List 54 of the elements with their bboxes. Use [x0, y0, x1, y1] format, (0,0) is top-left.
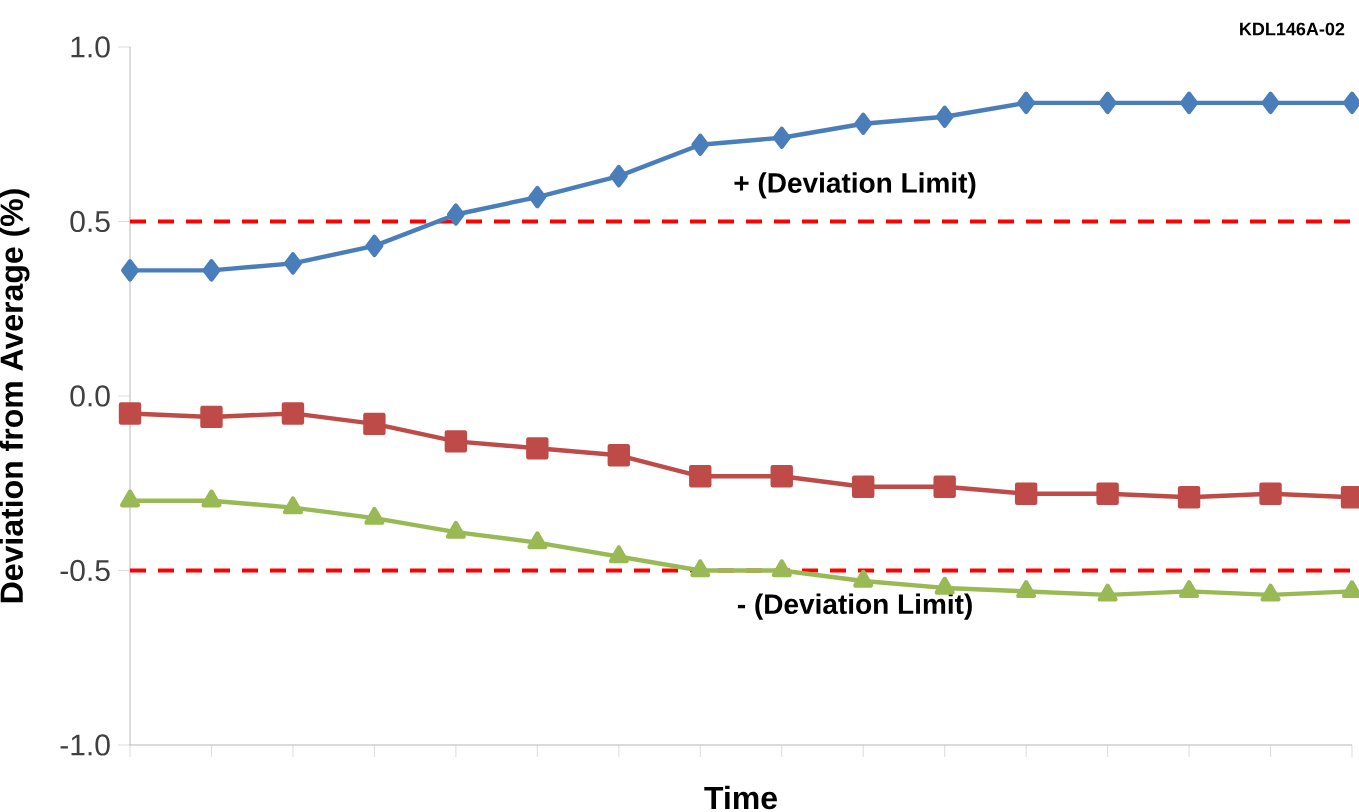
- point: [607, 444, 631, 467]
- point: [283, 252, 302, 275]
- point: [365, 234, 384, 258]
- point: [528, 185, 547, 209]
- text: KDL146A-02: [1240, 22, 1345, 36]
- point: [446, 203, 465, 226]
- point: [1096, 482, 1119, 505]
- point: [282, 496, 303, 515]
- point: [363, 412, 386, 436]
- point: [1097, 583, 1118, 602]
- y-axis-title: Deviation from Average (%): [0, 189, 30, 603]
- point: [935, 105, 954, 128]
- point: [689, 465, 712, 488]
- point: [201, 489, 222, 508]
- y-tick-label: 0.5: [70, 210, 110, 233]
- point: [1179, 580, 1200, 599]
- point: [1098, 91, 1117, 115]
- point: [281, 402, 305, 425]
- point: [690, 559, 711, 578]
- point: [1180, 91, 1199, 115]
- y-tick-label: -0.5: [60, 559, 110, 582]
- point: [200, 405, 223, 429]
- ref-line-label: - (Deviation Limit): [737, 593, 972, 620]
- point: [526, 437, 549, 460]
- point: [608, 545, 629, 564]
- point: [1017, 91, 1036, 115]
- y-tick-label: 1.0: [71, 36, 110, 58]
- point: [527, 531, 548, 550]
- point: [1016, 580, 1037, 599]
- point: [933, 475, 956, 498]
- point: [609, 164, 628, 188]
- point: [1260, 583, 1281, 602]
- point: [770, 465, 793, 488]
- point: [771, 559, 792, 578]
- point: [364, 506, 385, 525]
- y-tick-label: -1.0: [60, 734, 110, 756]
- point: [1177, 485, 1201, 509]
- point: [1261, 91, 1280, 115]
- point: [120, 489, 140, 508]
- point: [121, 259, 139, 282]
- point: [445, 520, 466, 539]
- point: [118, 402, 142, 425]
- point: [1259, 482, 1282, 505]
- point: [1014, 482, 1038, 505]
- point: [852, 475, 875, 498]
- point: [854, 112, 873, 135]
- point: [853, 569, 874, 588]
- y-tick-label: 0.0: [70, 385, 110, 407]
- point: [772, 126, 791, 149]
- x-axis-title: Time: [704, 785, 777, 810]
- point: [202, 259, 221, 282]
- point: [444, 430, 468, 453]
- ref-line-label: + (Deviation Limit): [734, 172, 976, 199]
- point: [691, 133, 710, 156]
